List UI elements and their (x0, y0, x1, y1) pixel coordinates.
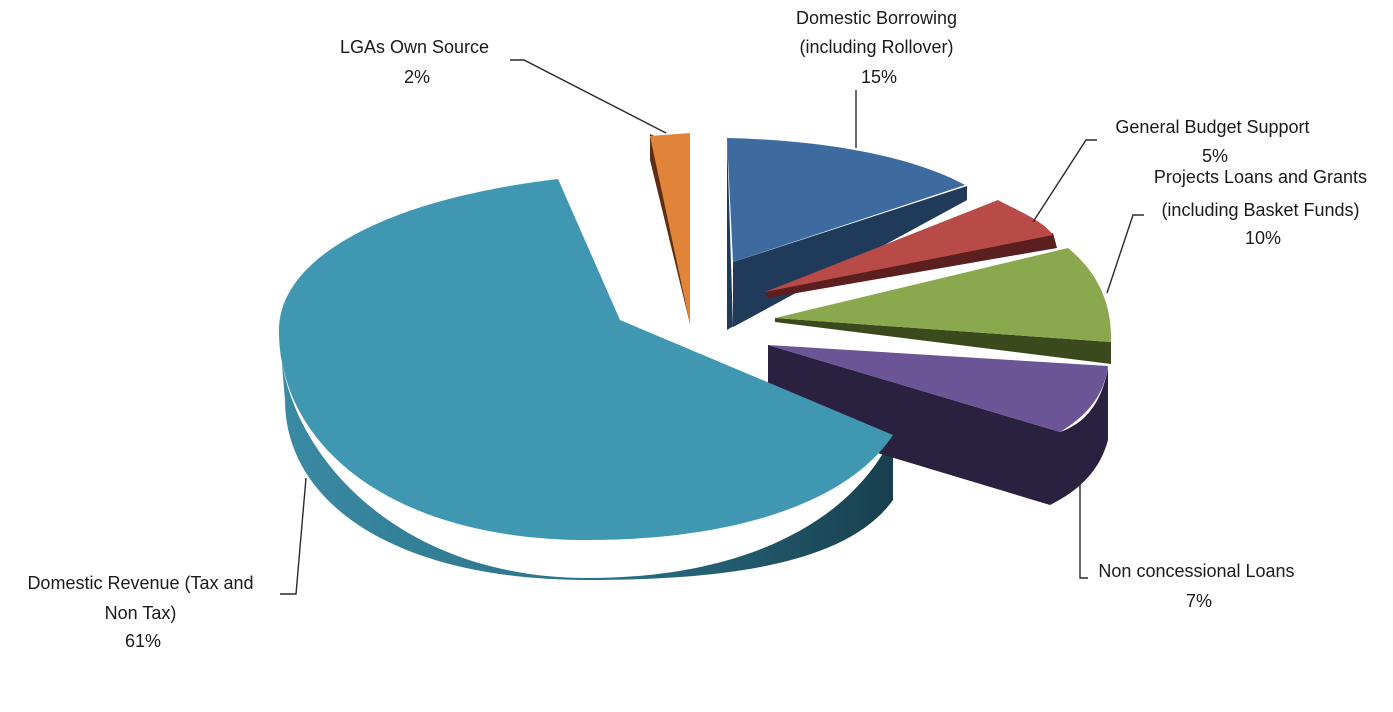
label-domestic-borrowing: Domestic Borrowing (including Rollover) … (796, 8, 962, 87)
slice-tops (279, 133, 1112, 540)
leader-general-budget-support (1032, 139, 1097, 223)
label-domestic-revenue: Domestic Revenue (Tax and Non Tax) 61% (27, 573, 258, 651)
label-general-budget-support: General Budget Support 5% (1115, 117, 1314, 166)
slice-general-budget-support (765, 200, 1053, 292)
slice-side-non-concessional (768, 345, 1108, 505)
slice-domestic-borrowing (727, 138, 965, 262)
label-non-concessional-loans: Non concessional Loans 7% (1098, 561, 1299, 611)
leader-domestic-revenue (280, 477, 307, 595)
leader-lgas-own-source (510, 59, 667, 134)
leader-lines (280, 59, 1144, 595)
slice-side-projects-loans (775, 318, 1111, 364)
leader-non-concessional-loans (1079, 478, 1088, 579)
slice-domestic-revenue (279, 179, 893, 540)
leader-projects-loans (1106, 214, 1144, 294)
slice-side-general-budget (765, 233, 1057, 298)
slice-lgas-own-source (650, 133, 690, 324)
label-lgas-own-source: LGAs Own Source 2% (340, 37, 494, 87)
slice-projects-loans (775, 248, 1112, 342)
label-projects-loans: Projects Loans and Grants (including Bas… (1154, 167, 1372, 248)
slice-non-concessional-loans (768, 345, 1108, 432)
slice-labels: Domestic Borrowing (including Rollover) … (27, 8, 1372, 651)
